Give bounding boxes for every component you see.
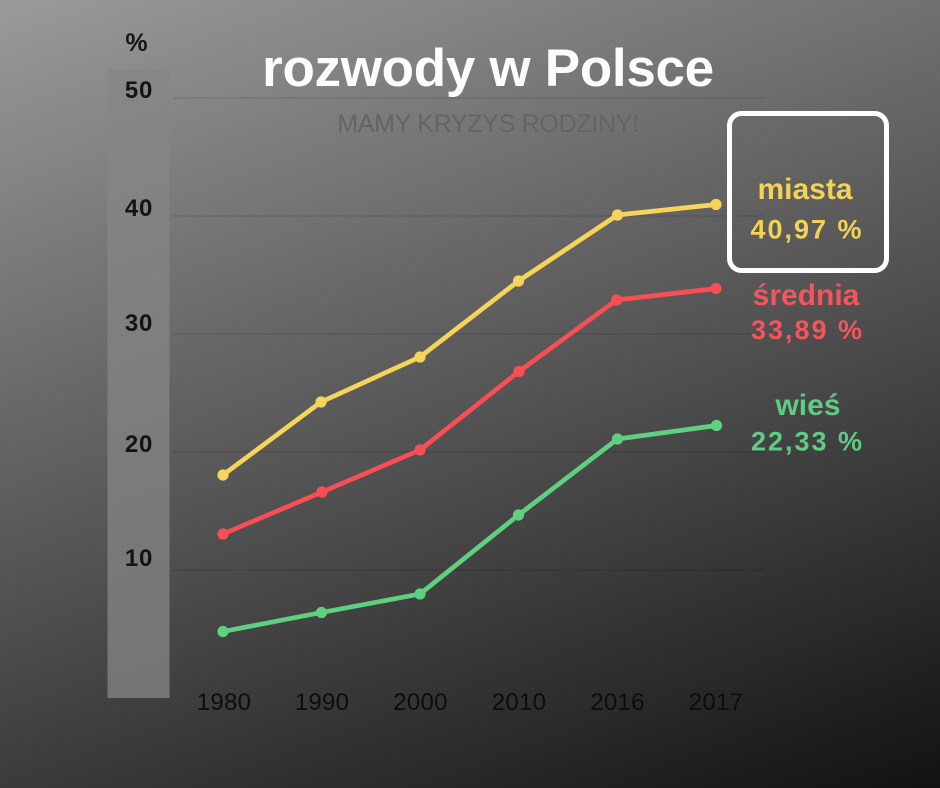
- svg-text:40: 40: [125, 195, 153, 222]
- svg-text:2017: 2017: [689, 689, 744, 716]
- svg-text:20: 20: [125, 431, 153, 458]
- svg-text:MAMY KRYZYS RODZINY!: MAMY KRYZYS RODZINY!: [337, 110, 638, 138]
- svg-text:wieś: wieś: [774, 389, 840, 422]
- svg-text:2000: 2000: [393, 689, 448, 716]
- svg-text:%: %: [125, 29, 147, 57]
- svg-text:10: 10: [125, 545, 153, 572]
- svg-text:50: 50: [125, 77, 153, 104]
- svg-text:22,33 %: 22,33 %: [751, 427, 864, 457]
- svg-text:średnia: średnia: [753, 279, 860, 312]
- svg-text:rozwody w Polsce: rozwody w Polsce: [262, 39, 714, 98]
- svg-text:40,97 %: 40,97 %: [750, 215, 863, 245]
- svg-text:33,89 %: 33,89 %: [751, 315, 864, 345]
- svg-text:2016: 2016: [590, 689, 645, 716]
- svg-text:1990: 1990: [295, 689, 350, 716]
- svg-text:1980: 1980: [197, 689, 252, 716]
- svg-text:miasta: miasta: [757, 173, 852, 206]
- svg-text:2010: 2010: [492, 689, 547, 716]
- svg-text:30: 30: [125, 310, 153, 337]
